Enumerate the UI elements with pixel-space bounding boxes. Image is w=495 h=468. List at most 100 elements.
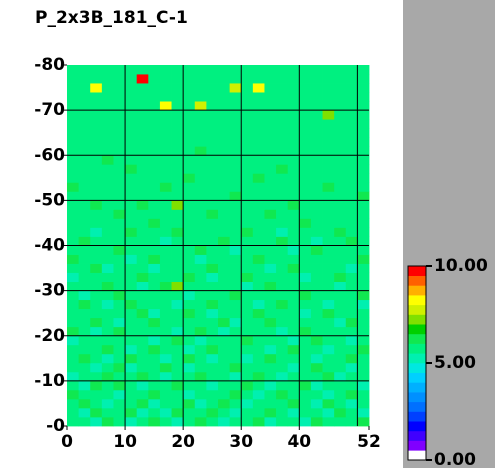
heat-cell (229, 65, 242, 75)
heat-cell (287, 416, 300, 427)
colorbar-band (408, 440, 426, 451)
heat-cell (206, 389, 219, 400)
heat-cell (101, 326, 114, 337)
heat-cell (287, 254, 300, 264)
heat-cell (183, 281, 196, 292)
heat-cell (78, 290, 91, 301)
heat-cell (90, 272, 103, 282)
heat-cell (229, 407, 242, 418)
heat-cell (345, 218, 358, 228)
heat-cell (310, 101, 323, 111)
heat-cell (125, 398, 138, 409)
heat-cell (252, 326, 265, 337)
heat-cell (206, 110, 219, 120)
heat-cell (125, 92, 138, 102)
heat-cell (171, 407, 184, 418)
heat-cell (276, 335, 289, 346)
heat-cell (299, 128, 312, 138)
heat-cell (241, 299, 254, 310)
heat-cell (334, 209, 347, 219)
heat-cell (276, 389, 289, 400)
heat-cell (78, 155, 91, 165)
heat-cell (194, 146, 207, 156)
heat-cell (322, 335, 335, 346)
heat-cell (67, 110, 80, 120)
heat-cell (264, 308, 277, 319)
heat-cell (357, 164, 370, 174)
heat-cell (67, 281, 80, 292)
heat-cell (183, 380, 196, 391)
heat-cell (345, 182, 358, 192)
heat-cell (148, 398, 161, 409)
heat-cell (148, 245, 161, 255)
heat-cell (334, 173, 347, 183)
heat-cell (334, 299, 347, 310)
heat-cell (229, 173, 242, 183)
heat-cell (276, 317, 289, 328)
heat-cell (113, 389, 126, 400)
heat-cell (148, 74, 161, 84)
heat-cell (136, 227, 149, 237)
heat-cell (345, 164, 358, 174)
heat-cell (276, 164, 289, 174)
heat-cell (90, 182, 103, 192)
heat-cell (310, 128, 323, 138)
heat-cell (310, 137, 323, 147)
heat-cell (299, 74, 312, 84)
heat-cell (357, 173, 370, 183)
heat-cell (287, 299, 300, 310)
heat-cell (183, 101, 196, 111)
heat-cell (148, 83, 161, 93)
heat-cell (218, 128, 231, 138)
heat-cell (159, 362, 172, 373)
heat-cell (357, 101, 370, 111)
heat-cell (90, 335, 103, 346)
heat-cell (136, 389, 149, 400)
heat-cell (264, 83, 277, 93)
heat-cell (113, 146, 126, 156)
heat-cell (334, 272, 347, 282)
heat-cell (218, 137, 231, 147)
heat-cell (218, 164, 231, 174)
heat-cell (252, 344, 265, 355)
heat-cell (67, 146, 80, 156)
heat-cell (334, 65, 347, 75)
heat-cell (264, 290, 277, 301)
heat-cell (252, 209, 265, 219)
heat-cell (171, 263, 184, 273)
heat-cell (90, 92, 103, 102)
heat-cell (101, 263, 114, 273)
heat-cell (148, 263, 161, 273)
heat-cell (322, 119, 335, 129)
heat-cell (264, 245, 277, 255)
heat-cell (171, 398, 184, 409)
heat-cell (148, 335, 161, 346)
heat-cell (229, 299, 242, 310)
heat-cell (67, 353, 80, 364)
heat-cell (218, 326, 231, 337)
heat-cell (136, 362, 149, 373)
heat-cell (183, 362, 196, 373)
heat-cell (310, 92, 323, 102)
heat-cell (125, 173, 138, 183)
heat-cell (206, 362, 219, 373)
heat-cell (148, 209, 161, 219)
heat-cell (206, 74, 219, 84)
heat-cell (229, 398, 242, 409)
heat-cell (334, 263, 347, 273)
heat-cell (322, 317, 335, 328)
heat-cell (345, 308, 358, 319)
heat-cell (229, 308, 242, 319)
heat-cell (310, 119, 323, 129)
heat-cell (113, 281, 126, 292)
heat-cell (264, 119, 277, 129)
heat-cell (67, 83, 80, 93)
heat-cell (101, 245, 114, 255)
heat-cell (90, 317, 103, 328)
heat-cell (229, 416, 242, 427)
heat-cell (78, 137, 91, 147)
heat-cell (101, 416, 114, 427)
heat-cell (159, 380, 172, 391)
heat-cell (276, 398, 289, 409)
heat-cell (276, 65, 289, 75)
